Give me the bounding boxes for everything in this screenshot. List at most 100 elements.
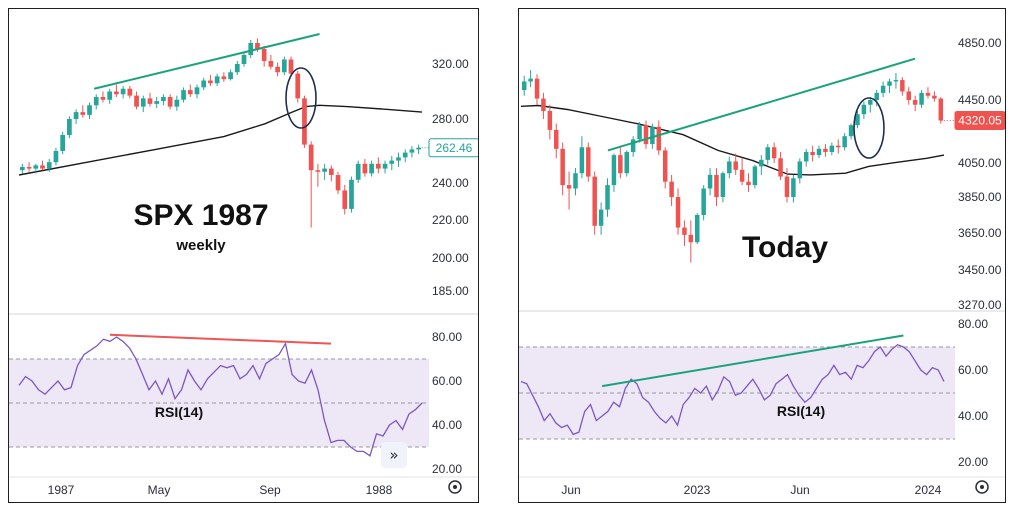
- candle: [93, 94, 99, 110]
- candle: [573, 168, 578, 196]
- candle: [60, 131, 66, 155]
- candle: [528, 70, 533, 88]
- settings-gear-icon[interactable]: [448, 480, 462, 494]
- price-tick-label: 320.00: [432, 57, 469, 71]
- candle: [416, 144, 421, 155]
- spx-today-chart: 4320.05 4850.00 4450.00 4050.00 3850.00 3650.…: [519, 36, 1005, 497]
- candle: [630, 136, 636, 157]
- candle: [810, 145, 815, 162]
- candle: [829, 142, 835, 156]
- candle: [547, 104, 553, 140]
- price-tick-label: 4450.00: [958, 93, 1002, 107]
- time-axis-label: Jun: [561, 483, 580, 497]
- candle: [80, 105, 86, 118]
- candle: [402, 149, 408, 163]
- price-tick-label: 185.00: [432, 284, 469, 298]
- rsi-line: [18, 336, 423, 457]
- chart-title: Today: [742, 231, 828, 264]
- highlight-ellipse: [853, 97, 885, 159]
- candle: [887, 78, 892, 93]
- price-tick-label: 280.00: [432, 112, 469, 126]
- spx-1987-panel: 262.46 320.00 280.00 240.00 220.00 200.00 185.…: [8, 8, 479, 503]
- candle: [194, 84, 200, 99]
- spx-today-panel: 4320.05 4850.00 4450.00 4050.00 3850.00 3650.…: [518, 8, 1006, 503]
- candle: [765, 144, 770, 165]
- candle: [848, 123, 854, 140]
- candle: [925, 87, 931, 99]
- candle: [618, 145, 623, 179]
- rsi-tick-label: 80.00: [432, 330, 462, 344]
- candle: [174, 95, 180, 111]
- candle: [868, 97, 873, 113]
- rsi-line: [520, 343, 945, 436]
- candle: [187, 84, 193, 97]
- candle: [46, 159, 52, 172]
- candle: [797, 158, 803, 184]
- scroll-forward-button[interactable]: »: [381, 442, 407, 468]
- rsi-tick-label: 60.00: [958, 363, 988, 377]
- candle: [208, 75, 213, 86]
- price-tick-label: 220.00: [432, 213, 469, 227]
- rsi-tick-label: 60.00: [432, 374, 462, 388]
- settings-gear-icon[interactable]: [975, 480, 989, 494]
- candle: [739, 158, 745, 186]
- candle: [541, 92, 546, 119]
- price-tick-label: 240.00: [432, 176, 469, 190]
- candle: [733, 153, 738, 175]
- candle: [560, 142, 565, 196]
- candle: [268, 55, 274, 70]
- candle: [73, 109, 79, 124]
- candle: [100, 91, 106, 103]
- price-tick-label: 3270.00: [958, 298, 1002, 312]
- last-price-tag: [954, 110, 1005, 130]
- candle: [322, 163, 327, 180]
- candle: [308, 141, 314, 228]
- trend-line: [607, 57, 916, 152]
- spx-1987-chart: 262.46 320.00 280.00 240.00 220.00 200.00 185.…: [9, 33, 478, 497]
- candle: [695, 213, 700, 245]
- candle: [675, 188, 681, 235]
- candle: [727, 156, 732, 179]
- candle: [784, 168, 790, 203]
- candle: [342, 184, 348, 215]
- candle: [759, 155, 764, 175]
- candle: [714, 168, 719, 206]
- last-price-tag: [428, 138, 478, 158]
- candle: [147, 92, 153, 107]
- candle: [107, 88, 113, 104]
- candle: [855, 111, 860, 129]
- candle: [382, 160, 388, 174]
- candle: [214, 73, 220, 86]
- candle: [349, 176, 354, 213]
- candle: [752, 164, 758, 189]
- candle: [803, 148, 809, 167]
- candle: [900, 77, 905, 96]
- candle: [228, 69, 233, 81]
- candle: [906, 87, 911, 105]
- rsi-tick-label: 40.00: [958, 409, 988, 423]
- rsi-divergence-line: [109, 333, 332, 345]
- candle: [67, 116, 72, 139]
- candle: [369, 160, 374, 177]
- candle: [234, 61, 240, 75]
- candle: [554, 123, 559, 159]
- candle: [836, 139, 841, 154]
- candle: [643, 120, 649, 149]
- candle: [20, 163, 25, 174]
- price-tick-label: 4850.00: [958, 36, 1002, 50]
- candle: [396, 152, 401, 167]
- candle: [823, 144, 828, 157]
- candle: [140, 95, 146, 113]
- candle: [842, 133, 847, 151]
- last-price-label: 4320.05: [958, 113, 1002, 127]
- candle: [40, 160, 45, 171]
- candle: [167, 94, 173, 110]
- candle: [261, 46, 267, 67]
- candle: [521, 75, 527, 96]
- candle: [592, 171, 597, 235]
- chart-title: SPX 1987: [133, 199, 268, 232]
- candle: [669, 174, 674, 206]
- candle: [861, 101, 867, 119]
- candle: [605, 178, 610, 217]
- candle: [355, 160, 361, 183]
